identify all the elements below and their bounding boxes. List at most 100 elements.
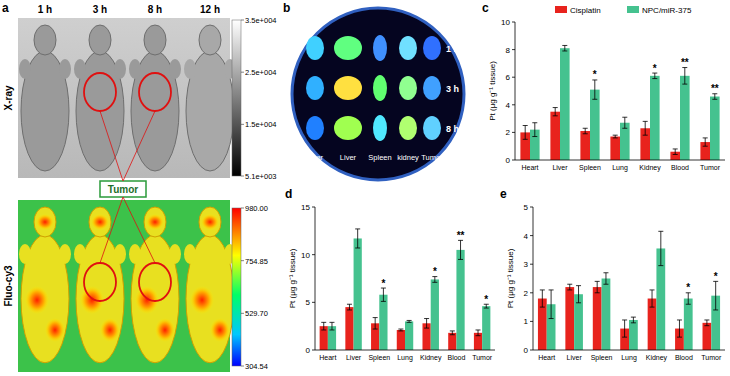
error-bar — [450, 331, 455, 335]
error-bar — [704, 320, 709, 326]
error-bar — [562, 45, 567, 51]
bar — [574, 294, 583, 350]
bar — [456, 250, 464, 350]
colorbar-tick-label: 3.5e+004 — [245, 16, 277, 25]
bar — [345, 307, 353, 350]
bar — [593, 287, 602, 350]
error-cap — [450, 334, 455, 335]
organ-label: Liver — [340, 153, 357, 162]
y-tick-label: 2 — [524, 289, 529, 298]
error-cap — [523, 139, 528, 140]
colorbar-tick — [241, 124, 244, 125]
error-line — [705, 138, 706, 146]
y-tick — [512, 22, 515, 23]
organ — [306, 36, 324, 60]
error-cap — [583, 128, 588, 129]
error-cap — [562, 50, 567, 51]
mouse-arm — [184, 59, 196, 79]
error-cap — [355, 247, 360, 248]
error-cap — [347, 304, 352, 305]
bar — [431, 279, 439, 350]
significance: * — [593, 69, 597, 80]
error-cap — [576, 285, 581, 286]
x-tick-label: Blood — [671, 164, 689, 171]
error-cap — [622, 117, 627, 118]
bar — [629, 320, 638, 350]
mouse — [184, 25, 236, 171]
legend-label: Cisplatin — [570, 6, 601, 15]
legend-swatch — [627, 6, 639, 13]
error-cap — [424, 318, 429, 319]
mouse-head — [89, 207, 111, 237]
error-cap — [643, 135, 648, 136]
organ-label: Tumor — [421, 153, 443, 162]
error-cap — [583, 133, 588, 134]
signal — [25, 286, 49, 314]
x-tick-label: Spleen — [368, 354, 390, 362]
mouse-head — [144, 207, 166, 237]
legend-label: NPC/miR-375 — [642, 6, 692, 15]
signal — [91, 214, 109, 230]
error-line — [624, 117, 625, 128]
y-tick — [530, 207, 533, 208]
tumor-box — [100, 181, 146, 197]
error-bar — [631, 317, 636, 323]
error-cap — [652, 78, 657, 79]
error-cap — [658, 265, 663, 266]
error-cap — [631, 317, 636, 318]
colorbar-tick — [241, 313, 244, 314]
x-tick-label: Liver — [552, 164, 568, 171]
error-bar — [553, 108, 558, 116]
annotation: Tumor — [108, 184, 138, 195]
signal — [210, 318, 230, 342]
mouse-arm — [184, 244, 196, 264]
mouse — [184, 207, 236, 363]
mouse-arm — [59, 59, 71, 79]
error-bar — [650, 290, 655, 307]
marks — [538, 231, 720, 350]
signal — [36, 214, 54, 230]
error-bar — [381, 288, 386, 301]
y-tick — [512, 77, 515, 78]
organ — [373, 35, 387, 61]
error-cap — [476, 329, 481, 330]
error-line — [715, 281, 716, 310]
colorbar-tick-label: 754.85 — [245, 257, 268, 266]
error-line — [624, 320, 625, 337]
significance: * — [653, 63, 657, 74]
signal — [45, 318, 65, 342]
bar-chart: ******0246810HeartLiverSpleenLungKidneyB… — [488, 6, 725, 172]
colorbar-tick-label: 1.5e+004 — [245, 120, 277, 129]
time-label: 1 h — [446, 44, 459, 54]
time-label: 8 h — [446, 124, 459, 134]
organ — [373, 75, 387, 101]
y-tick — [512, 104, 515, 105]
panel-label: d — [285, 187, 292, 201]
y-axis-label: Pt (μg g⁻¹ tissue) — [288, 248, 297, 308]
time-label: 8 h — [148, 4, 162, 15]
error-line — [460, 240, 461, 259]
error-cap — [407, 322, 412, 323]
mouse — [19, 207, 71, 363]
error-cap — [424, 328, 429, 329]
error-cap — [381, 301, 386, 302]
mouse — [129, 25, 181, 171]
error-bar — [643, 121, 648, 135]
mouse-arm — [19, 244, 31, 264]
colorbar-tick — [241, 176, 244, 177]
error-cap — [329, 322, 334, 323]
error-line — [615, 135, 616, 138]
error-line — [633, 317, 634, 323]
bar — [650, 76, 660, 160]
error-bar — [592, 80, 597, 99]
error-line — [564, 45, 565, 51]
bar — [482, 306, 490, 350]
error-line — [569, 284, 570, 290]
bar — [610, 137, 620, 160]
y-axis — [533, 207, 534, 350]
error-cap — [373, 329, 378, 330]
error-bar — [658, 231, 663, 265]
colorbar-tick — [241, 260, 244, 261]
x-tick-label: Heart — [538, 354, 555, 361]
signal — [135, 286, 159, 314]
